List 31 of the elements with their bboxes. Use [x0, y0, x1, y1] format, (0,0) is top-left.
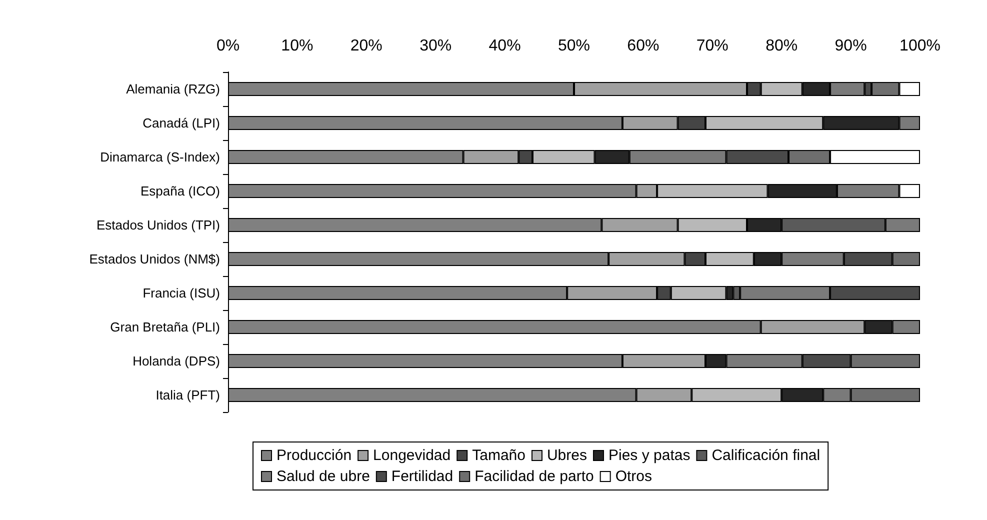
y-tick-label: Holanda (DPS): [132, 354, 220, 368]
x-tick-label: 70%: [696, 38, 728, 54]
legend-label: Otros: [615, 468, 652, 485]
legend-label: Producción: [276, 447, 352, 464]
x-tick-label: 50%: [558, 38, 590, 54]
x-tick-label: 80%: [766, 38, 798, 54]
legend-label: Longevidad: [373, 447, 451, 464]
x-tick-label: 60%: [627, 38, 660, 54]
x-tick-label: 20%: [350, 38, 382, 54]
legend-label: Calificación final: [712, 447, 820, 464]
legend-label: Facilidad de parto: [474, 468, 594, 485]
legend-label: Ubres: [546, 447, 587, 464]
x-tick-label: 90%: [834, 38, 867, 54]
y-tick-label: España (ICO): [140, 184, 220, 198]
legend-label: Pies y patas: [608, 447, 690, 464]
legend-label: Fertilidad: [391, 468, 454, 485]
y-tick-label: Dinamarca (S-Index): [100, 150, 220, 164]
y-tick-label: Francia (ISU): [142, 286, 220, 300]
x-tick-label: 100%: [900, 38, 940, 54]
legend-label: Tamaño: [472, 447, 526, 464]
x-tick-label: 0%: [216, 38, 240, 54]
y-tick-label: Italia (PFT): [156, 388, 220, 402]
x-tick-label: 30%: [420, 38, 452, 54]
y-tick-label: Alemania (RZG): [126, 82, 220, 96]
legend-label: Salud de ubre: [276, 468, 370, 485]
y-tick-label: Estados Unidos (TPI): [96, 218, 220, 232]
x-tick-label: 40%: [488, 38, 521, 54]
y-tick-label: Gran Bretaña (PLI): [110, 320, 220, 334]
y-tick-label: Estados Unidos (NM$): [89, 252, 220, 266]
x-tick-label: 10%: [281, 38, 314, 54]
y-tick-label: Canadá (LPI): [142, 116, 220, 130]
